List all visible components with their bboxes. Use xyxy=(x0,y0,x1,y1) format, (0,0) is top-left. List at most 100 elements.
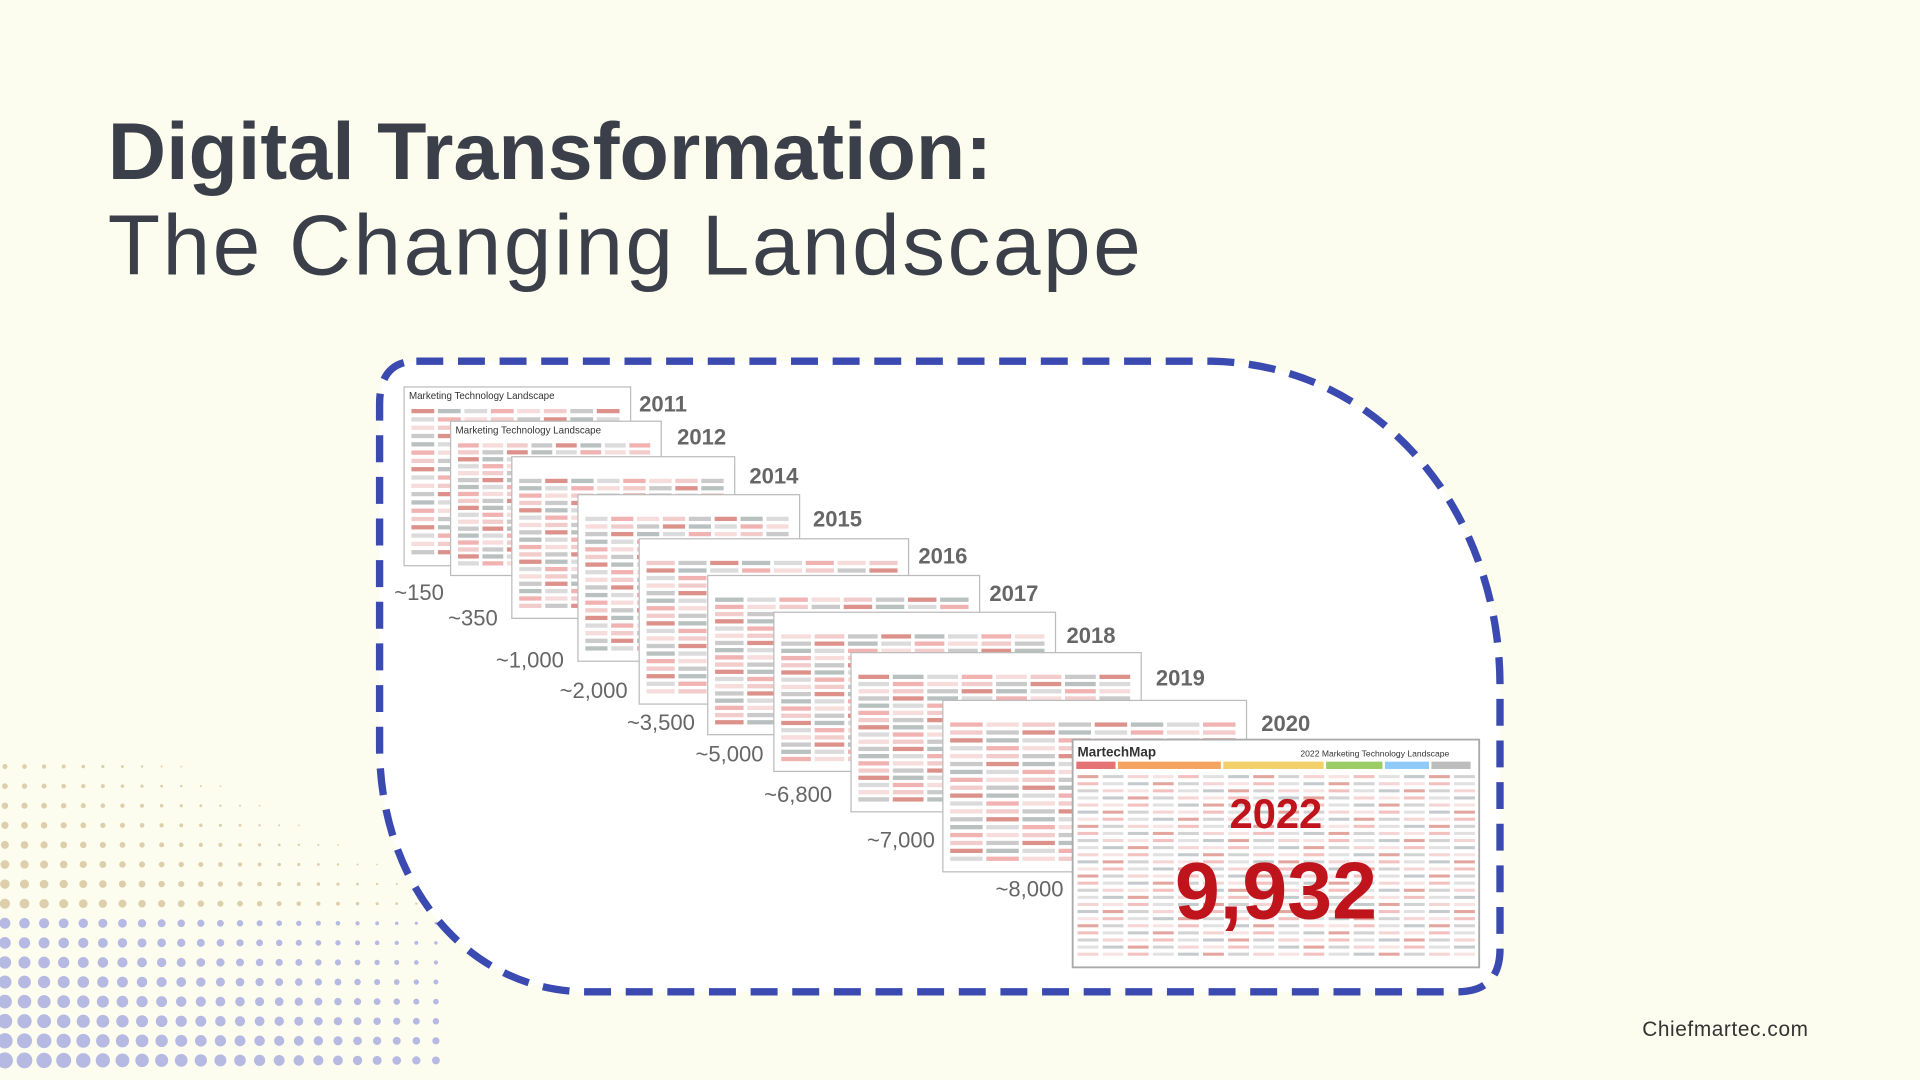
thumbnail-cell xyxy=(869,568,898,573)
dot xyxy=(19,898,30,909)
thumbnail-cell xyxy=(519,515,542,520)
thumbnail-cell xyxy=(457,519,479,524)
thumbnail-cell xyxy=(411,550,435,555)
thumbnail-cell xyxy=(1428,931,1450,935)
thumbnail-cell xyxy=(1328,867,1350,871)
thumbnail-cell xyxy=(781,713,811,718)
dot xyxy=(275,958,283,967)
thumbnail-cell xyxy=(1022,785,1055,790)
thumbnail-cell xyxy=(847,641,878,646)
thumbnail-cell xyxy=(585,577,608,582)
thumbnail-cell xyxy=(1378,789,1400,793)
thumbnail-cell xyxy=(1403,831,1425,835)
thumbnail-cell xyxy=(545,596,568,601)
dot xyxy=(119,822,125,828)
thumbnail-cell xyxy=(1203,924,1224,928)
thumbnail-cell xyxy=(519,478,542,484)
thumbnail-cell xyxy=(1378,846,1400,850)
dot xyxy=(98,918,108,928)
thumbnail-cell xyxy=(1454,945,1475,949)
dot xyxy=(77,976,90,988)
dot xyxy=(314,978,322,986)
dot xyxy=(76,1033,91,1048)
thumbnail-cell xyxy=(747,640,776,646)
thumbnail-cell xyxy=(1378,945,1400,949)
category-bar xyxy=(1223,761,1324,769)
dot xyxy=(234,1016,246,1027)
thumbnail-cell xyxy=(1378,810,1400,814)
dot xyxy=(337,844,339,846)
thumbnail-cell xyxy=(531,450,553,455)
thumbnail-cell xyxy=(646,621,675,626)
dot xyxy=(277,862,281,867)
dot xyxy=(0,937,11,949)
thumbnail-cell xyxy=(1353,902,1375,906)
thumbnail-cell xyxy=(1403,824,1425,828)
thumbnail-cell xyxy=(457,464,479,469)
dot xyxy=(334,978,342,986)
dot xyxy=(117,957,128,968)
thumbnail-cell xyxy=(1428,810,1450,814)
thumbnail-cell xyxy=(1353,888,1375,892)
thumbnail-cell xyxy=(950,777,983,782)
thumbnail-cell xyxy=(1077,931,1099,935)
thumbnail-cell xyxy=(1203,910,1224,914)
thumbnail-cell xyxy=(1014,641,1045,646)
thumbnail-cell xyxy=(457,505,479,510)
thumbnail-cell xyxy=(892,790,924,795)
dot xyxy=(116,976,128,988)
dot xyxy=(117,938,128,948)
thumbnail-cell xyxy=(1428,888,1450,892)
dot xyxy=(175,996,187,1007)
dot xyxy=(373,1017,381,1026)
thumbnail-cell xyxy=(1203,945,1224,949)
thumbnail-cell xyxy=(814,634,845,639)
dot xyxy=(0,860,10,869)
thumbnail-cell xyxy=(1203,952,1224,956)
dot xyxy=(57,995,71,1009)
category-bar xyxy=(1117,761,1221,769)
thumbnail-cell xyxy=(1127,938,1149,942)
thumbnail-cell xyxy=(927,674,959,679)
thumbnail-cell xyxy=(1403,945,1425,949)
thumbnail-cell xyxy=(1278,853,1300,857)
dot xyxy=(414,960,419,965)
thumbnail-cell xyxy=(1058,722,1092,727)
dot xyxy=(97,957,109,968)
thumbnail-cell xyxy=(1094,730,1128,735)
dot xyxy=(58,918,69,929)
thumbnail-cell xyxy=(1378,874,1400,878)
thumbnail-cell xyxy=(814,706,845,711)
thumbnail-cell xyxy=(1278,831,1300,835)
thumbnail-cell xyxy=(611,600,634,605)
thumbnail-cell xyxy=(1077,803,1099,807)
dot xyxy=(178,881,185,888)
thumbnail-cell xyxy=(950,840,983,846)
thumbnail-cell xyxy=(811,604,840,610)
thumbnail-cell xyxy=(701,478,724,484)
thumbnail-cell xyxy=(585,531,608,537)
dot xyxy=(392,1036,401,1045)
thumbnail-cell xyxy=(545,508,568,513)
thumbnail-cell xyxy=(1353,917,1375,921)
dot xyxy=(335,940,341,946)
dot xyxy=(373,998,381,1006)
thumbnail-cell xyxy=(678,666,707,671)
dot xyxy=(199,785,202,788)
dot xyxy=(196,977,206,987)
thumbnail-cell xyxy=(715,684,744,689)
thumbnail-cell xyxy=(715,597,744,602)
thumbnail-cell xyxy=(950,832,983,838)
thumbnail-cell xyxy=(1203,874,1224,878)
thumbnail-cell xyxy=(1099,681,1131,687)
thumbnail-cell xyxy=(611,623,634,628)
thumbnail-cell xyxy=(437,541,461,547)
thumbnail-cell xyxy=(437,525,461,530)
thumbnail-cell xyxy=(1166,722,1200,727)
thumbnail-cell xyxy=(1177,867,1199,871)
thumbnail-cell xyxy=(1278,775,1300,779)
thumbnail-cell xyxy=(629,450,651,455)
thumbnail-cell xyxy=(1077,874,1099,878)
dot xyxy=(313,1036,324,1046)
thumbnail-cell xyxy=(811,597,840,602)
